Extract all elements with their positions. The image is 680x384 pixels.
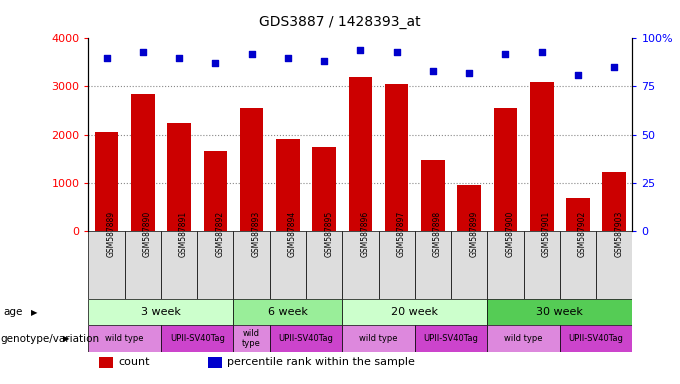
Bar [488,300,632,326]
Bar [270,231,306,300]
Bar [385,84,409,231]
Point [391,49,402,55]
Point [573,72,583,78]
Bar [421,160,445,231]
Bar [342,231,379,300]
Bar [415,231,451,300]
Text: wild type: wild type [359,334,398,343]
Text: wild type: wild type [505,334,543,343]
Bar [99,356,113,367]
Bar [270,326,342,352]
Bar [161,326,233,352]
Bar [494,108,517,231]
Text: UPII-SV40Tag: UPII-SV40Tag [170,334,224,343]
Bar [312,147,336,231]
Point [428,68,439,74]
Text: GSM587895: GSM587895 [324,211,333,257]
Bar [524,231,560,300]
Bar [124,231,161,300]
Bar [415,326,488,352]
Point [319,58,330,65]
Bar [488,326,560,352]
Bar [349,77,372,231]
Point [464,70,475,76]
Text: GSM587889: GSM587889 [107,211,116,257]
Bar [233,326,270,352]
Bar [342,326,415,352]
Point [137,49,148,55]
Text: GSM587902: GSM587902 [578,211,587,257]
Text: ▶: ▶ [63,334,70,343]
Bar [276,139,300,231]
Text: GSM587896: GSM587896 [360,211,369,257]
Bar [560,231,596,300]
Text: 6 week: 6 week [268,308,308,318]
Text: wild
type: wild type [242,329,261,348]
Text: UPII-SV40Tag: UPII-SV40Tag [279,334,333,343]
Bar [566,198,590,231]
Text: GSM587891: GSM587891 [179,211,188,257]
Bar [203,151,227,231]
Text: GSM587890: GSM587890 [143,211,152,257]
Text: wild type: wild type [105,334,144,343]
Bar [197,231,233,300]
Bar [458,185,481,231]
Bar [596,231,632,300]
Point [210,60,221,66]
Bar [306,231,342,300]
Bar [95,132,118,231]
Text: GSM587901: GSM587901 [542,211,551,257]
Text: GSM587897: GSM587897 [396,211,406,257]
Bar [88,231,124,300]
Point [537,49,547,55]
Point [282,55,293,61]
Bar [161,231,197,300]
Point [101,55,112,61]
Text: 20 week: 20 week [391,308,439,318]
Bar [208,356,222,367]
Bar [488,231,524,300]
Bar [342,300,488,326]
Bar [88,300,233,326]
Bar [602,172,626,231]
Point [355,47,366,53]
Text: GSM587893: GSM587893 [252,211,260,257]
Bar [233,300,342,326]
Bar [379,231,415,300]
Bar [131,94,154,231]
Point [173,55,184,61]
Bar [560,326,632,352]
Text: age: age [3,308,22,318]
Point [500,51,511,57]
Bar [240,108,263,231]
Text: GSM587894: GSM587894 [288,211,297,257]
Text: GDS3887 / 1428393_at: GDS3887 / 1428393_at [259,15,421,29]
Text: UPII-SV40Tag: UPII-SV40Tag [424,334,479,343]
Point [246,51,257,57]
Text: 30 week: 30 week [537,308,583,318]
Text: percentile rank within the sample: percentile rank within the sample [227,357,415,367]
Text: count: count [118,357,150,367]
Bar [88,326,161,352]
Bar [233,231,270,300]
Bar [451,231,488,300]
Text: genotype/variation: genotype/variation [1,334,100,344]
Bar [530,82,554,231]
Text: 3 week: 3 week [141,308,181,318]
Text: UPII-SV40Tag: UPII-SV40Tag [568,334,624,343]
Text: GSM587900: GSM587900 [505,211,515,257]
Text: GSM587898: GSM587898 [433,211,442,257]
Text: GSM587899: GSM587899 [469,211,478,257]
Text: GSM587903: GSM587903 [614,211,624,257]
Text: ▶: ▶ [31,308,37,317]
Text: GSM587892: GSM587892 [216,211,224,257]
Bar [167,122,191,231]
Point [609,64,619,70]
